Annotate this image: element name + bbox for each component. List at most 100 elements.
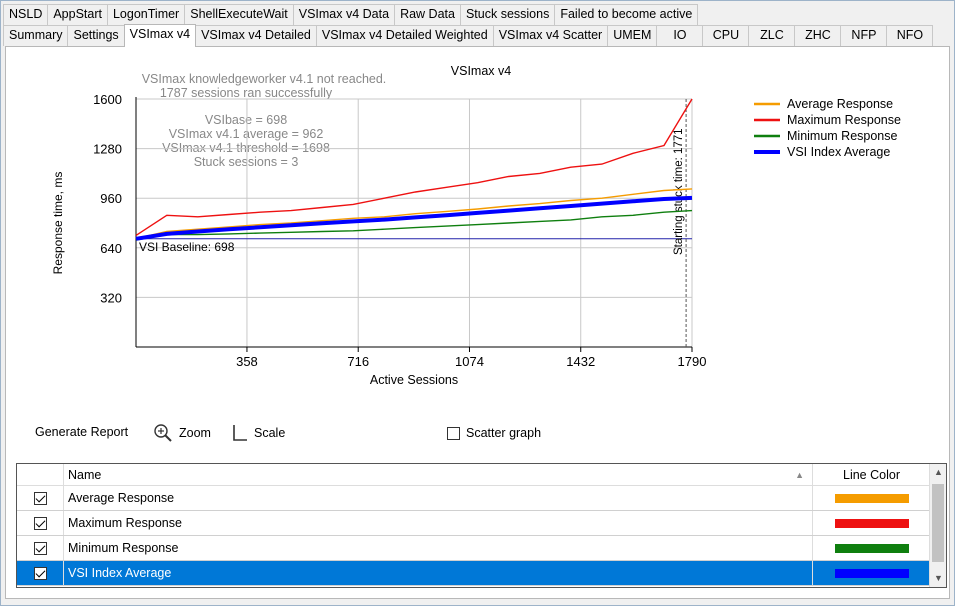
tab-shellexecutewait[interactable]: ShellExecuteWait <box>184 4 294 25</box>
scale-label: Scale <box>254 426 286 440</box>
tab-zlc[interactable]: ZLC <box>748 25 796 46</box>
tab-raw-data[interactable]: Raw Data <box>394 4 461 25</box>
scroll-up-icon[interactable]: ▲ <box>934 467 943 477</box>
line-color-swatch[interactable] <box>834 493 909 503</box>
series-line-minimum-response <box>135 209 693 241</box>
line-color-swatch[interactable] <box>834 543 909 553</box>
stuck-marker-label: Starting stuck time: 1771 <box>673 128 685 255</box>
row-color-cell[interactable] <box>813 511 930 535</box>
grid-row[interactable]: VSI Index Average <box>17 561 946 586</box>
row-checkbox[interactable] <box>33 516 47 530</box>
series-line-vsi-index-average <box>135 195 693 241</box>
row-name: Minimum Response <box>64 536 813 560</box>
tab-cpu[interactable]: CPU <box>702 25 750 46</box>
y-tick-label: 320 <box>100 290 122 305</box>
tab-vsimax-v4-detailed-weighted[interactable]: VSImax v4 Detailed Weighted <box>315 25 494 46</box>
series-line-maximum-response <box>135 98 693 236</box>
zoom-label: Zoom <box>179 426 211 440</box>
tab-appstart[interactable]: AppStart <box>47 4 108 25</box>
grid-row[interactable]: Minimum Response <box>17 536 946 561</box>
legend-label: VSI Index Average <box>787 145 890 159</box>
tab-zhc[interactable]: ZHC <box>794 25 842 46</box>
tab-vsimax-v4-scatter[interactable]: VSImax v4 Scatter <box>492 25 609 46</box>
y-tick-label: 1280 <box>93 142 122 157</box>
tab-row-1: NSLD AppStart LogonTimer ShellExecuteWait VS… <box>3 4 699 26</box>
x-axis-label: Active Sessions <box>370 373 458 387</box>
line-color-swatch[interactable] <box>834 568 909 578</box>
generate-report-button[interactable]: Generate Report <box>35 425 128 439</box>
tab-failed-to-become-active[interactable]: Failed to become active <box>554 4 699 25</box>
row-checkbox[interactable] <box>33 566 47 580</box>
x-tick-label: 716 <box>347 354 369 369</box>
tab-umem[interactable]: UMEM <box>607 25 658 46</box>
info-line-3: VSIbase = 698 <box>205 113 287 127</box>
grid-row[interactable]: Average Response <box>17 486 946 511</box>
x-tick-label: 1074 <box>455 354 484 369</box>
tab-logontimer[interactable]: LogonTimer <box>106 4 186 25</box>
y-axis-label: Response time, ms <box>51 172 65 275</box>
info-line-6: Stuck sessions = 3 <box>194 155 299 169</box>
y-tick-label: 640 <box>100 241 122 256</box>
grid-scrollbar[interactable]: ▲ ▼ <box>929 464 946 587</box>
row-check-cell <box>17 536 64 560</box>
scroll-down-icon[interactable]: ▼ <box>934 573 943 583</box>
grid-rows: Average Response Maximum Response Minimum … <box>17 486 946 586</box>
grid-row[interactable]: Maximum Response <box>17 511 946 536</box>
row-name: Maximum Response <box>64 511 813 535</box>
tab-nfo[interactable]: NFO <box>886 25 934 46</box>
x-tick-label: 1432 <box>566 354 595 369</box>
zoom-in-icon <box>154 424 172 442</box>
header-line-color[interactable]: Line Color <box>813 464 930 485</box>
tab-vsimax-v4-detailed[interactable]: VSImax v4 Detailed <box>195 25 317 46</box>
row-check-cell <box>17 486 64 510</box>
tab-content-panel: VSImax v4 VSImax knowledgeworker v4.1 no… <box>5 46 950 599</box>
series-line-average-response <box>135 188 693 240</box>
legend-label: Average Response <box>787 97 893 111</box>
row-check-cell <box>17 511 64 535</box>
tab-summary[interactable]: Summary <box>3 25 69 46</box>
tab-nfp[interactable]: NFP <box>840 25 888 46</box>
row-checkbox[interactable] <box>33 541 47 555</box>
legend-label: Minimum Response <box>787 129 898 143</box>
chart-title: VSImax v4 <box>451 64 511 78</box>
header-name[interactable]: Name ▲ <box>64 464 813 485</box>
info-line-5: VSImax v4.1 threshold = 1698 <box>162 141 330 155</box>
baseline-label: VSI Baseline: 698 <box>139 240 235 254</box>
header-name-label: Name <box>68 467 102 482</box>
header-check-col <box>17 464 64 485</box>
x-tick-label: 1790 <box>678 354 707 369</box>
row-color-cell[interactable] <box>813 536 930 560</box>
row-color-cell[interactable] <box>813 486 930 510</box>
zoom-button[interactable]: Zoom <box>153 423 211 443</box>
scale-button[interactable]: Scale <box>232 424 285 442</box>
y-tick-label: 1600 <box>93 92 122 107</box>
legend-label: Maximum Response <box>787 113 901 127</box>
grid-header: Name ▲ Line Color <box>17 464 946 486</box>
row-color-cell[interactable] <box>813 561 930 585</box>
scale-axis-icon <box>233 425 247 441</box>
tab-vsimax-v4[interactable]: VSImax v4 <box>123 24 197 47</box>
line-color-swatch[interactable] <box>834 518 909 528</box>
scatter-graph-toggle[interactable]: Scatter graph <box>447 426 541 440</box>
vsimax-chart: VSImax v4 VSImax knowledgeworker v4.1 no… <box>51 64 901 387</box>
tab-nsld[interactable]: NSLD <box>3 4 49 25</box>
series-grid: Name ▲ Line Color Average Response Maximu… <box>16 463 947 588</box>
x-tick-label: 358 <box>236 354 258 369</box>
tab-vsimax-v4-data[interactable]: VSImax v4 Data <box>292 4 396 25</box>
tab-settings[interactable]: Settings <box>67 25 125 46</box>
tab-io[interactable]: IO <box>656 25 704 46</box>
scatter-graph-checkbox[interactable] <box>447 426 460 440</box>
row-name: VSI Index Average <box>64 561 813 585</box>
info-line-2: 1787 sessions ran successfully <box>160 86 333 100</box>
scroll-thumb[interactable] <box>932 484 944 562</box>
row-name: Average Response <box>64 486 813 510</box>
sort-up-icon: ▲ <box>795 469 804 480</box>
tab-stuck-sessions[interactable]: Stuck sessions <box>459 4 556 25</box>
row-check-cell <box>17 561 64 585</box>
generate-report-label: Generate Report <box>35 425 129 439</box>
scatter-graph-label: Scatter graph <box>466 426 542 440</box>
header-line-color-label: Line Color <box>843 467 900 482</box>
row-checkbox[interactable] <box>33 491 47 505</box>
info-line-4: VSImax v4.1 average = 962 <box>169 127 324 141</box>
